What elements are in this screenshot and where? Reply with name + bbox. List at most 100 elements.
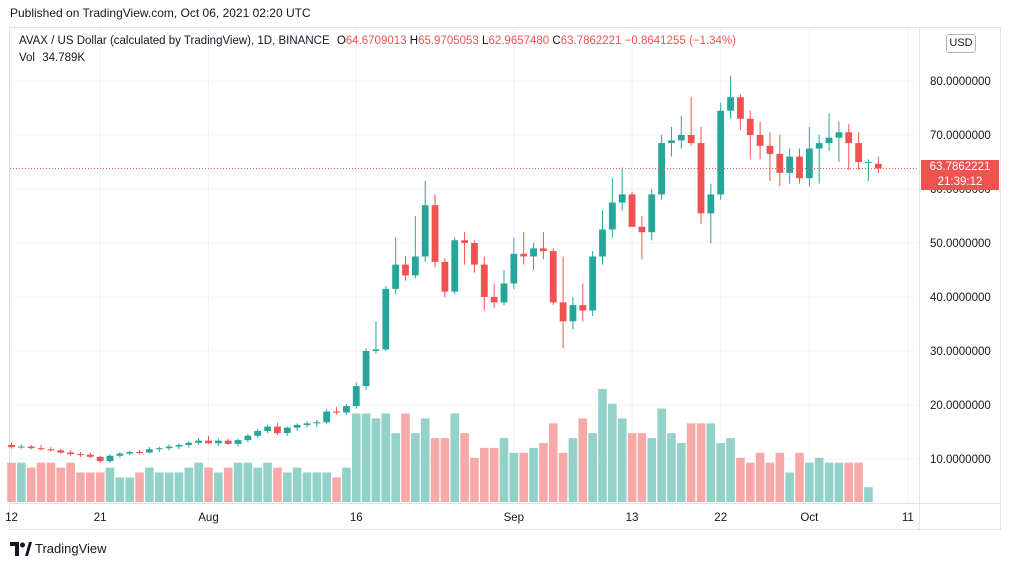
volume-bar — [499, 438, 509, 502]
candle — [510, 237, 518, 289]
x-tick-label: Aug — [198, 512, 218, 524]
candle-body — [333, 411, 340, 413]
y-tick-label: 50.0000000 — [930, 238, 991, 250]
currency-button[interactable]: USD — [946, 34, 976, 53]
candle — [796, 148, 803, 184]
candle — [185, 441, 193, 448]
candle-body — [254, 430, 262, 436]
volume-bar — [627, 433, 637, 502]
candle-body — [106, 455, 114, 462]
y-tick-label: 40.0000000 — [930, 292, 991, 304]
candle — [480, 256, 488, 311]
x-tick-label: 16 — [350, 512, 363, 524]
candle-body — [234, 440, 242, 444]
volume-bar — [86, 472, 95, 502]
candle-body — [520, 253, 528, 257]
volume-bar — [726, 438, 735, 502]
volume-bar — [253, 467, 263, 502]
x-tick-label: 21 — [94, 512, 107, 524]
volume-bar — [834, 462, 844, 502]
candle — [47, 447, 55, 452]
volume-bar — [223, 467, 233, 502]
candle-body — [618, 194, 626, 203]
candle — [559, 256, 567, 349]
candle-body — [57, 450, 65, 453]
candle-body — [402, 264, 409, 276]
bar-countdown: 21:39:12 — [937, 176, 983, 188]
candle-body — [677, 135, 685, 141]
volume-bar — [844, 462, 854, 502]
volume-bar — [381, 413, 391, 502]
candle — [402, 256, 409, 281]
candle-body — [471, 243, 478, 265]
candle-body — [323, 411, 331, 423]
volume-bar — [26, 467, 36, 502]
volume-bar — [95, 472, 105, 502]
candle-body — [205, 440, 212, 444]
high-value: 65.9705053 — [418, 35, 479, 47]
volume-bar — [135, 472, 144, 502]
volume-bar — [342, 467, 351, 502]
candle — [835, 121, 843, 162]
volume-bar — [765, 462, 775, 502]
candle — [697, 126, 705, 225]
candle — [96, 455, 104, 463]
candle-body — [96, 456, 104, 462]
candle-body — [224, 440, 232, 444]
volume-bar — [66, 462, 75, 502]
candle — [254, 428, 262, 438]
volume-bar — [7, 462, 16, 502]
candle — [313, 419, 321, 428]
candle — [293, 423, 301, 431]
volume-bar — [608, 403, 617, 502]
x-tick-label: 13 — [626, 512, 639, 524]
chart-frame[interactable] — [9, 27, 1001, 530]
candle-body — [835, 132, 843, 138]
volume-bar — [292, 467, 302, 502]
candle — [451, 237, 459, 295]
candle — [520, 232, 528, 265]
candle-body — [668, 140, 675, 144]
candle — [411, 216, 419, 279]
candle-body — [37, 448, 45, 450]
candle-body — [648, 194, 656, 233]
candle-body — [214, 440, 222, 444]
y-tick-label: 70.0000000 — [930, 130, 991, 142]
candle-body — [559, 302, 567, 322]
candle — [224, 438, 232, 445]
candle — [86, 452, 94, 458]
candle — [569, 297, 577, 330]
candle — [786, 148, 794, 184]
volume-bar — [617, 418, 627, 502]
volume-bar — [647, 438, 657, 502]
candle-body — [343, 406, 350, 413]
candle-body — [352, 386, 360, 407]
volume-bar — [657, 408, 666, 502]
candle-body — [67, 452, 74, 455]
candle — [195, 437, 203, 445]
candle-body — [579, 305, 587, 311]
candle-body — [283, 427, 291, 434]
brand-footer[interactable]: TradingView — [10, 541, 107, 556]
y-tick-label: 30.0000000 — [930, 346, 991, 358]
candle — [874, 156, 882, 173]
volume-bar — [824, 462, 834, 502]
volume-bar — [854, 462, 863, 502]
candle — [165, 444, 173, 451]
volume-bar — [864, 487, 873, 502]
candle — [805, 126, 813, 187]
candle — [618, 167, 626, 211]
volume-bar — [145, 467, 154, 502]
price-axis: 10.0000000 20.0000000 30.0000000 40.0000000… — [919, 28, 991, 529]
candle — [264, 424, 271, 434]
volume-bar — [273, 467, 282, 502]
candle — [352, 382, 360, 409]
volume-bar — [775, 452, 785, 502]
candle-body — [411, 256, 419, 276]
volume-bar — [56, 467, 66, 502]
volume-bar — [401, 413, 410, 502]
candle — [540, 232, 547, 260]
candle — [648, 189, 656, 241]
volume-bar — [450, 413, 460, 502]
